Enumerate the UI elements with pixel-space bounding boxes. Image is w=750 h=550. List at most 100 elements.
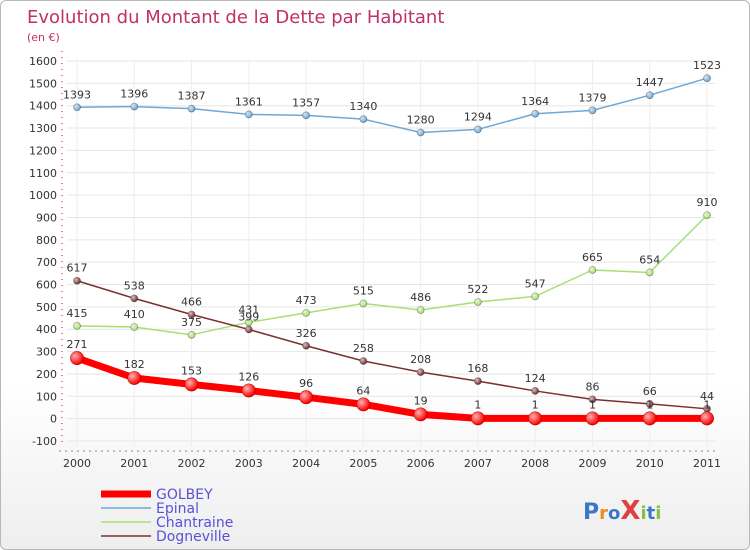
data-label-golbey: 64 bbox=[356, 384, 370, 397]
data-label-dogneville: 258 bbox=[353, 342, 374, 355]
data-point-highlight bbox=[417, 306, 425, 314]
data-point-highlight bbox=[417, 129, 425, 137]
data-point-highlight bbox=[703, 405, 711, 413]
data-label-golbey: 126 bbox=[238, 370, 259, 383]
data-label-chantraine: 410 bbox=[124, 308, 145, 321]
legend-label-epinal: Epinal bbox=[156, 501, 199, 517]
data-label-epinal: 1396 bbox=[120, 88, 148, 101]
data-label-golbey: 182 bbox=[124, 358, 145, 371]
data-label-dogneville: 466 bbox=[181, 295, 202, 308]
data-label-epinal: 1340 bbox=[349, 100, 377, 113]
y-tick-label: 200 bbox=[36, 368, 57, 381]
data-point-highlight bbox=[302, 342, 310, 350]
data-point-highlight bbox=[302, 309, 310, 317]
y-tick-label: 1100 bbox=[29, 167, 57, 180]
data-label-golbey: 1 bbox=[589, 398, 596, 411]
data-point-highlight bbox=[130, 294, 138, 302]
y-tick-label: 500 bbox=[36, 301, 57, 314]
data-label-epinal: 1294 bbox=[464, 110, 492, 123]
y-tick-label: 1300 bbox=[29, 122, 57, 135]
data-point-highlight bbox=[474, 298, 482, 306]
legend-label-dogneville: Dogneville bbox=[156, 529, 230, 545]
data-point-highlight bbox=[646, 268, 654, 276]
x-tick-label: 2001 bbox=[120, 457, 148, 470]
proxiti-logo-text: ProXiti bbox=[583, 496, 661, 526]
y-tick-label: 1200 bbox=[29, 144, 57, 157]
data-label-chantraine: 415 bbox=[67, 307, 88, 320]
series-line-chantraine bbox=[76, 214, 708, 336]
data-label-chantraine: 522 bbox=[467, 283, 488, 296]
data-point-highlight bbox=[299, 390, 313, 404]
data-label-golbey: 1 bbox=[532, 398, 539, 411]
y-tick-label: 100 bbox=[36, 390, 57, 403]
data-point-highlight bbox=[359, 300, 367, 308]
data-point-highlight bbox=[703, 211, 711, 219]
y-tick-label: -100 bbox=[32, 435, 57, 448]
data-point-highlight bbox=[185, 377, 199, 391]
data-label-golbey: 1 bbox=[704, 398, 711, 411]
data-label-golbey: 19 bbox=[414, 394, 428, 407]
data-label-dogneville: 168 bbox=[467, 362, 488, 375]
data-point-highlight bbox=[73, 322, 81, 330]
data-label-golbey: 1 bbox=[474, 398, 481, 411]
data-point-highlight bbox=[356, 397, 370, 411]
data-point-highlight bbox=[73, 277, 81, 285]
data-point-highlight bbox=[588, 106, 596, 114]
data-point-highlight bbox=[528, 411, 542, 425]
data-label-dogneville: 326 bbox=[296, 327, 317, 340]
x-tick-label: 2011 bbox=[693, 457, 721, 470]
data-point-highlight bbox=[588, 266, 596, 274]
data-point-highlight bbox=[359, 357, 367, 365]
data-point-highlight bbox=[474, 377, 482, 385]
data-point-highlight bbox=[130, 323, 138, 331]
data-point-highlight bbox=[646, 400, 654, 408]
data-point-highlight bbox=[188, 331, 196, 339]
data-point-highlight bbox=[531, 387, 539, 395]
x-tick-label: 2002 bbox=[178, 457, 206, 470]
legend-label-chantraine: Chantraine bbox=[156, 515, 233, 531]
y-tick-label: 0 bbox=[50, 413, 57, 426]
data-point-highlight bbox=[643, 411, 657, 425]
data-label-chantraine: 910 bbox=[697, 196, 718, 209]
data-label-epinal: 1280 bbox=[407, 114, 435, 127]
data-point-highlight bbox=[359, 115, 367, 123]
data-point-highlight bbox=[245, 325, 253, 333]
data-labels: 1393 1396 1387 1361 1357 1340 1280 1294 1364 1379… bbox=[63, 59, 721, 411]
data-label-dogneville: 44 bbox=[700, 390, 714, 403]
data-point-highlight bbox=[188, 105, 196, 113]
y-tick-label: 1000 bbox=[29, 189, 57, 202]
data-point-highlight bbox=[703, 74, 711, 82]
chart-title: Evolution du Montant de la Dette par Hab… bbox=[27, 7, 444, 28]
data-point-highlight bbox=[474, 125, 482, 133]
data-point-highlight bbox=[130, 103, 138, 111]
data-label-dogneville: 399 bbox=[238, 310, 259, 323]
data-point-highlight bbox=[531, 110, 539, 118]
data-label-epinal: 1447 bbox=[636, 76, 664, 89]
x-tick-label: 2007 bbox=[464, 457, 492, 470]
data-label-epinal: 1364 bbox=[521, 95, 549, 108]
x-tick-label: 2005 bbox=[349, 457, 377, 470]
x-tick-label: 2003 bbox=[235, 457, 263, 470]
series-line-golbey bbox=[73, 354, 711, 422]
data-label-epinal: 1393 bbox=[63, 88, 91, 101]
y-tick-label: 700 bbox=[36, 256, 57, 269]
gridlines bbox=[67, 59, 715, 447]
data-label-chantraine: 547 bbox=[525, 277, 546, 290]
series-lines bbox=[70, 74, 714, 426]
data-label-chantraine: 654 bbox=[639, 253, 660, 266]
data-label-epinal: 1379 bbox=[578, 91, 606, 104]
data-label-epinal: 1523 bbox=[693, 59, 721, 72]
data-label-dogneville: 86 bbox=[585, 380, 599, 393]
data-point-highlight bbox=[585, 411, 599, 425]
data-label-chantraine: 515 bbox=[353, 285, 374, 298]
data-label-dogneville: 617 bbox=[67, 262, 88, 275]
data-label-chantraine: 486 bbox=[410, 291, 431, 304]
data-label-dogneville: 208 bbox=[410, 353, 431, 366]
data-label-golbey: 153 bbox=[181, 364, 202, 377]
x-tick-label: 2000 bbox=[63, 457, 91, 470]
proxiti-logo: ProXiti bbox=[583, 496, 661, 526]
chart-subtitle: (en €) bbox=[27, 31, 60, 44]
data-label-epinal: 1357 bbox=[292, 96, 320, 109]
data-label-golbey: 271 bbox=[67, 338, 88, 351]
data-label-dogneville: 124 bbox=[525, 372, 546, 385]
